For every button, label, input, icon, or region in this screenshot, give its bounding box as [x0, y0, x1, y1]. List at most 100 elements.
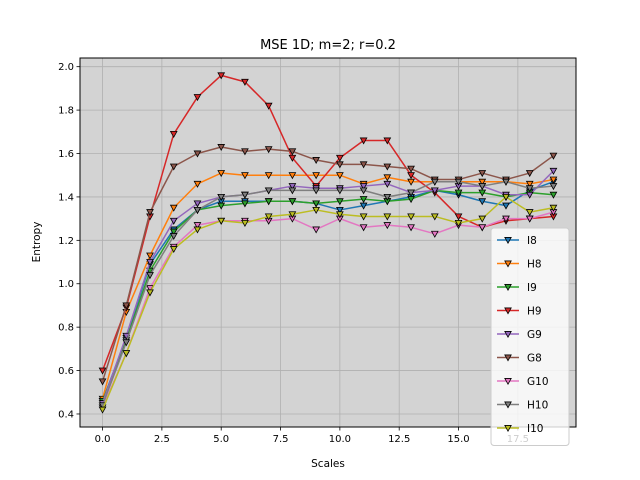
y-tick-label: 0.4	[58, 409, 74, 420]
data-point	[217, 72, 226, 80]
data-point	[241, 200, 249, 208]
legend-item-g9: G9	[497, 329, 542, 341]
legend-label: G8	[527, 353, 542, 365]
data-point	[312, 200, 321, 208]
data-point	[264, 187, 273, 195]
data-point	[359, 196, 368, 204]
data-point	[407, 224, 415, 232]
data-point	[549, 176, 558, 184]
data-point	[288, 211, 297, 219]
data-point	[407, 213, 415, 221]
data-point	[288, 187, 297, 195]
data-point	[241, 148, 249, 156]
data-point	[383, 222, 392, 230]
data-point	[478, 183, 487, 191]
data-point	[549, 152, 558, 160]
legend-label: H10	[527, 400, 548, 412]
data-point	[264, 198, 273, 206]
legend-marker	[504, 378, 512, 386]
data-point	[146, 272, 154, 280]
data-point	[359, 187, 368, 195]
y-tick-label: 0.6	[58, 366, 74, 377]
data-point	[312, 157, 321, 165]
x-tick-label: 10.0	[329, 434, 351, 445]
data-point	[264, 102, 273, 110]
data-point	[217, 217, 226, 225]
y-tick-label: 1.6	[58, 149, 74, 160]
data-point	[525, 180, 534, 188]
legend-item-h10: H10	[497, 400, 548, 412]
legend-label: I8	[527, 235, 537, 247]
legend-label: I9	[527, 282, 537, 294]
data-point	[193, 206, 202, 214]
legend-item-h8: H8	[497, 259, 542, 271]
legend-marker	[504, 284, 512, 292]
data-point	[502, 193, 510, 201]
data-point	[217, 170, 226, 178]
data-point	[146, 209, 154, 217]
data-point	[122, 339, 131, 347]
data-point	[383, 213, 392, 221]
legend-marker	[504, 425, 512, 433]
y-tick-label: 1.4	[58, 192, 74, 203]
data-point	[502, 215, 510, 223]
y-tick-label: 1.2	[58, 236, 74, 247]
data-point	[478, 170, 487, 178]
data-point	[241, 191, 249, 199]
x-tick-label: 0.0	[95, 434, 111, 445]
data-point	[478, 198, 487, 206]
data-point	[383, 193, 392, 201]
legend-item-g10: G10	[497, 376, 549, 388]
data-point	[359, 213, 368, 221]
data-point	[288, 183, 297, 191]
series-line	[101, 181, 554, 402]
data-point	[383, 174, 392, 182]
data-point	[264, 213, 273, 221]
data-point	[312, 172, 321, 180]
data-point	[549, 204, 558, 212]
data-point	[169, 163, 178, 171]
data-point	[502, 202, 510, 210]
data-point	[502, 178, 510, 186]
data-point	[478, 215, 487, 223]
data-point	[169, 233, 178, 241]
data-point	[288, 172, 297, 180]
data-point	[359, 224, 368, 232]
data-point	[312, 226, 321, 234]
x-axis-title: Scales	[311, 458, 345, 470]
data-point	[335, 161, 344, 169]
data-point	[288, 198, 297, 206]
data-point	[169, 131, 178, 138]
y-tick-label: 1.0	[58, 279, 74, 290]
data-point	[241, 172, 249, 180]
data-point	[217, 144, 226, 152]
y-tick-label: 0.8	[58, 323, 74, 334]
data-point	[430, 230, 439, 238]
data-point	[146, 259, 154, 267]
data-point	[454, 178, 463, 186]
legend-label: I10	[527, 423, 543, 435]
data-point	[454, 220, 463, 227]
x-tick-label: 15.0	[447, 434, 469, 445]
data-point	[335, 211, 344, 219]
data-point	[359, 137, 368, 145]
data-point	[169, 246, 178, 254]
legend-item-i10: I10	[497, 423, 543, 435]
legend-item-i8: I8	[497, 235, 537, 247]
data-point	[525, 170, 534, 178]
series-line	[101, 189, 554, 402]
data-point	[217, 193, 226, 201]
data-point	[549, 183, 558, 191]
data-point	[193, 94, 202, 102]
data-point	[335, 187, 344, 195]
data-point	[359, 161, 368, 169]
legend-label: H8	[527, 259, 542, 271]
legend-marker	[504, 401, 512, 409]
data-point	[193, 200, 202, 208]
data-point	[169, 217, 178, 225]
legend-label: G9	[527, 329, 542, 341]
data-point	[430, 187, 439, 195]
series-i10	[98, 193, 558, 414]
series-layer	[98, 72, 558, 414]
legend-box	[490, 227, 570, 446]
